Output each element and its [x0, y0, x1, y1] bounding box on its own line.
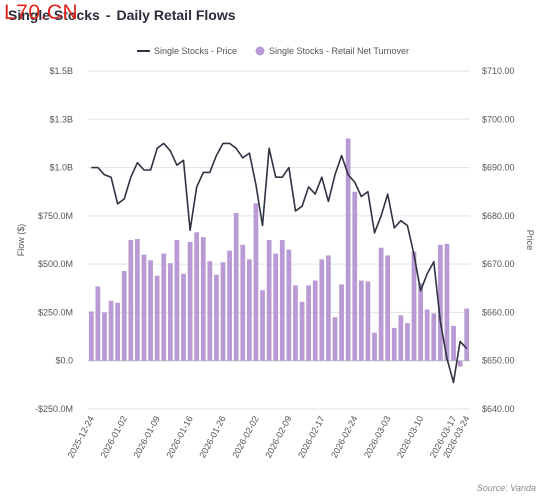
y-left-tick-label: $0.0: [55, 356, 73, 366]
bar: [411, 251, 417, 361]
legend-label-price: Single Stocks - Price: [154, 46, 237, 56]
bar: [451, 325, 456, 361]
y-right-tick-label: $690.00: [482, 163, 515, 173]
bar: [108, 300, 114, 361]
y-left-tick-label: $500.0M: [38, 259, 73, 269]
x-tick-label: 2026-01-26: [197, 414, 227, 459]
bar: [207, 261, 213, 361]
legend-swatch-turnover: [255, 46, 265, 56]
title-separator: -: [105, 7, 111, 23]
bar: [253, 203, 259, 361]
series-line: [91, 142, 468, 384]
y-right-tick-label: $710.00: [482, 66, 515, 76]
bar: [88, 311, 94, 361]
bar: [246, 259, 252, 361]
bar: [194, 232, 200, 361]
bar: [365, 281, 371, 361]
bar: [319, 259, 325, 361]
bar: [266, 240, 272, 361]
bar: [312, 280, 318, 361]
x-tick-label: 2026-01-16: [164, 414, 194, 459]
bar: [418, 283, 423, 361]
watermark-logo: L70.CN: [4, 1, 79, 24]
bar: [200, 237, 206, 361]
bar: [345, 138, 351, 361]
x-tick-label: 2026-01-02: [99, 414, 129, 459]
bar: [332, 317, 338, 361]
bar: [240, 244, 246, 361]
bar: [260, 290, 265, 361]
bar: [121, 270, 127, 361]
bar: [457, 360, 463, 367]
y-left-tick-label: $1.3B: [49, 114, 73, 124]
bar: [279, 240, 285, 361]
bar: [326, 255, 331, 361]
bar: [214, 274, 219, 361]
bar: [128, 240, 134, 361]
bar: [293, 285, 298, 361]
bar: [385, 255, 391, 361]
bar: [167, 263, 173, 361]
bar: [398, 315, 404, 361]
x-tick-label: 2026-01-09: [131, 414, 161, 459]
bar: [378, 247, 384, 361]
bar: [95, 286, 101, 361]
x-tick-label: 2026-02-02: [230, 414, 260, 459]
y-left-tick-label: $750.0M: [38, 211, 73, 221]
title-part-1: Single Stocks: [8, 7, 100, 23]
y-right-tick-label: $660.00: [482, 307, 515, 317]
y-left-axis-title: Flow ($): [16, 224, 26, 257]
bar: [424, 309, 430, 361]
x-tick-label: 2026-02-24: [329, 414, 359, 459]
bar: [115, 302, 121, 361]
y-right-axis-title: Price: [525, 230, 535, 251]
bar: [358, 280, 364, 361]
title-part-2: Daily Retail Flows: [116, 7, 236, 23]
bar: [135, 239, 140, 361]
bar: [233, 212, 239, 361]
chart-title: Single Stocks - Daily Retail Flows: [8, 7, 236, 23]
y-left-tick-label: $1.5B: [49, 66, 73, 76]
bar: [220, 262, 226, 361]
x-tick-label: 2026-03-10: [395, 414, 425, 459]
bar: [444, 243, 450, 361]
y-left-tick-label: $250.0M: [38, 307, 73, 317]
y-right-tick-label: $700.00: [482, 114, 515, 124]
bar: [286, 249, 292, 361]
x-tick-label: 2026-02-17: [296, 414, 326, 459]
bar: [148, 260, 153, 361]
bar: [437, 244, 443, 361]
bar: [273, 253, 279, 361]
x-tick-label: 2025-12-24: [66, 414, 96, 459]
y-right-tick-label: $670.00: [482, 259, 515, 269]
bar: [187, 241, 193, 361]
bar: [102, 312, 107, 361]
y-left-tick-label: $1.0B: [49, 163, 73, 173]
bar: [306, 285, 312, 361]
bar: [141, 254, 147, 361]
bar: [299, 301, 305, 361]
bar: [391, 327, 397, 361]
y-left-tick-label: -$250.0M: [35, 404, 73, 414]
bar: [339, 284, 344, 361]
x-tick-label: 2026-02-09: [263, 414, 293, 459]
source-note: Source: Vanda: [476, 483, 536, 493]
bar: [154, 275, 160, 361]
bar: [227, 250, 232, 361]
y-right-tick-label: $650.00: [482, 356, 515, 366]
bar: [352, 191, 358, 361]
bar: [464, 308, 470, 361]
bar: [181, 273, 186, 361]
y-right-tick-label: $640.00: [482, 404, 515, 414]
y-right-tick-label: $680.00: [482, 211, 515, 221]
bar: [372, 332, 377, 361]
bar: [161, 253, 167, 361]
bar: [174, 240, 180, 361]
bar: [405, 323, 410, 361]
legend-label-turnover: Single Stocks - Retail Net Turnover: [269, 46, 409, 56]
bar: [431, 313, 437, 361]
x-tick-label: 2026-03-03: [362, 414, 392, 459]
